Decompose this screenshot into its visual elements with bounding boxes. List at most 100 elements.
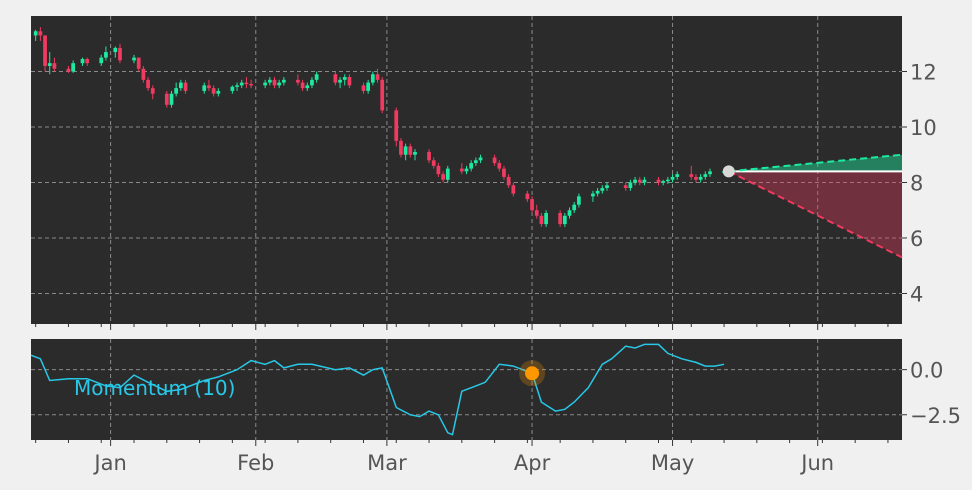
price-y-tick-label: 12: [910, 60, 937, 84]
candle-body: [436, 165, 441, 175]
candle-body: [263, 82, 268, 86]
candle-body: [628, 182, 633, 189]
candle-body: [441, 174, 445, 180]
candle-body: [497, 163, 502, 169]
candle-body: [394, 110, 399, 141]
candle-body: [506, 176, 511, 186]
candle-body: [445, 168, 450, 180]
candle-body: [235, 85, 239, 87]
candle-body: [431, 160, 436, 166]
candle-body: [216, 90, 221, 94]
candle-body: [591, 193, 595, 197]
candle-body: [99, 57, 104, 64]
candle-body: [703, 174, 708, 177]
candle-body: [605, 185, 609, 189]
x-tick-label: Jun: [799, 451, 834, 475]
candle-body: [310, 79, 314, 86]
candle-body: [361, 85, 366, 91]
indicator-label: Momentum (10): [74, 376, 235, 400]
candle-body: [300, 82, 305, 89]
candle-body: [202, 85, 207, 91]
candle-body: [623, 185, 628, 189]
x-tick-label: Jan: [92, 451, 126, 475]
candle-body: [347, 77, 352, 86]
indicator-y-tick-label: −2.5: [910, 404, 961, 428]
forecast-upper-line: [728, 153, 903, 173]
candle-body: [113, 47, 118, 53]
candle-body: [150, 88, 155, 94]
candle-body: [174, 88, 179, 94]
candle-body: [47, 63, 52, 66]
candle-body: [544, 213, 548, 225]
candle-body: [132, 57, 136, 61]
price-candles: [33, 27, 726, 227]
x-axis: Jan Feb Mar Apr May Jun: [35, 324, 889, 475]
candle-body: [427, 151, 431, 161]
momentum-line: [30, 343, 725, 436]
candle-body: [239, 82, 244, 86]
candle-body: [183, 82, 188, 91]
price-y-tick-label: 6: [910, 227, 923, 251]
candle-body: [80, 59, 85, 64]
candle-body: [473, 160, 478, 164]
candle-body: [281, 79, 286, 83]
candle-body: [314, 74, 319, 80]
price-y-tick-label: 8: [910, 171, 923, 195]
candle-body: [492, 157, 497, 164]
candle-body: [169, 93, 174, 105]
candle-body: [71, 63, 76, 72]
candle-body: [694, 176, 698, 180]
forecast-start-point: [722, 165, 735, 178]
forecast-upper-area: [728, 154, 902, 172]
candle-body: [530, 199, 534, 211]
candle-body: [670, 176, 675, 180]
candle-body: [272, 79, 277, 86]
candle-body: [146, 79, 150, 89]
candle-body: [366, 82, 371, 91]
price-y-tick-label: 4: [910, 282, 923, 306]
candle-body: [244, 82, 249, 85]
candle-body: [104, 52, 108, 58]
candle-body: [478, 157, 483, 161]
candle-body: [534, 210, 539, 216]
candle-body: [600, 188, 605, 191]
candle-body: [577, 196, 581, 205]
candle-body: [408, 146, 413, 155]
candle-body: [249, 83, 253, 86]
candle-body: [141, 68, 146, 80]
price-y-axis: 4 6 8 10 12: [902, 60, 937, 306]
candle-body: [572, 204, 577, 211]
candle-body: [399, 140, 403, 155]
price-grid: [31, 16, 902, 324]
indicator-series: [30, 343, 725, 436]
candle-body: [375, 74, 380, 80]
candle-body: [675, 174, 680, 177]
candle-body: [85, 59, 90, 64]
candle-body: [342, 77, 347, 80]
candle-body: [118, 47, 122, 61]
x-tick-label: Mar: [367, 451, 407, 475]
candle-body: [665, 179, 670, 182]
indicator-y-axis: 0.0 −2.5: [902, 359, 961, 428]
candle-body: [708, 171, 712, 175]
candle-body: [305, 85, 310, 89]
candle-body: [178, 82, 183, 89]
candle-body: [595, 190, 600, 194]
candle-body: [464, 168, 469, 172]
candle-body: [502, 168, 506, 177]
candle-body: [136, 57, 141, 69]
candle-body: [562, 215, 567, 225]
candle-body: [558, 213, 563, 225]
candle-body: [539, 215, 544, 225]
candle-body: [661, 181, 666, 183]
candle-body: [164, 93, 169, 105]
price-forecast: [722, 153, 903, 259]
price-panel: 4 6 8 10 12: [31, 16, 937, 324]
candle-body: [469, 163, 474, 169]
candle-body: [642, 179, 647, 183]
x-tick-label: Apr: [514, 451, 551, 475]
candle-body: [370, 74, 375, 83]
candle-body: [207, 85, 211, 89]
candle-body: [656, 179, 661, 183]
